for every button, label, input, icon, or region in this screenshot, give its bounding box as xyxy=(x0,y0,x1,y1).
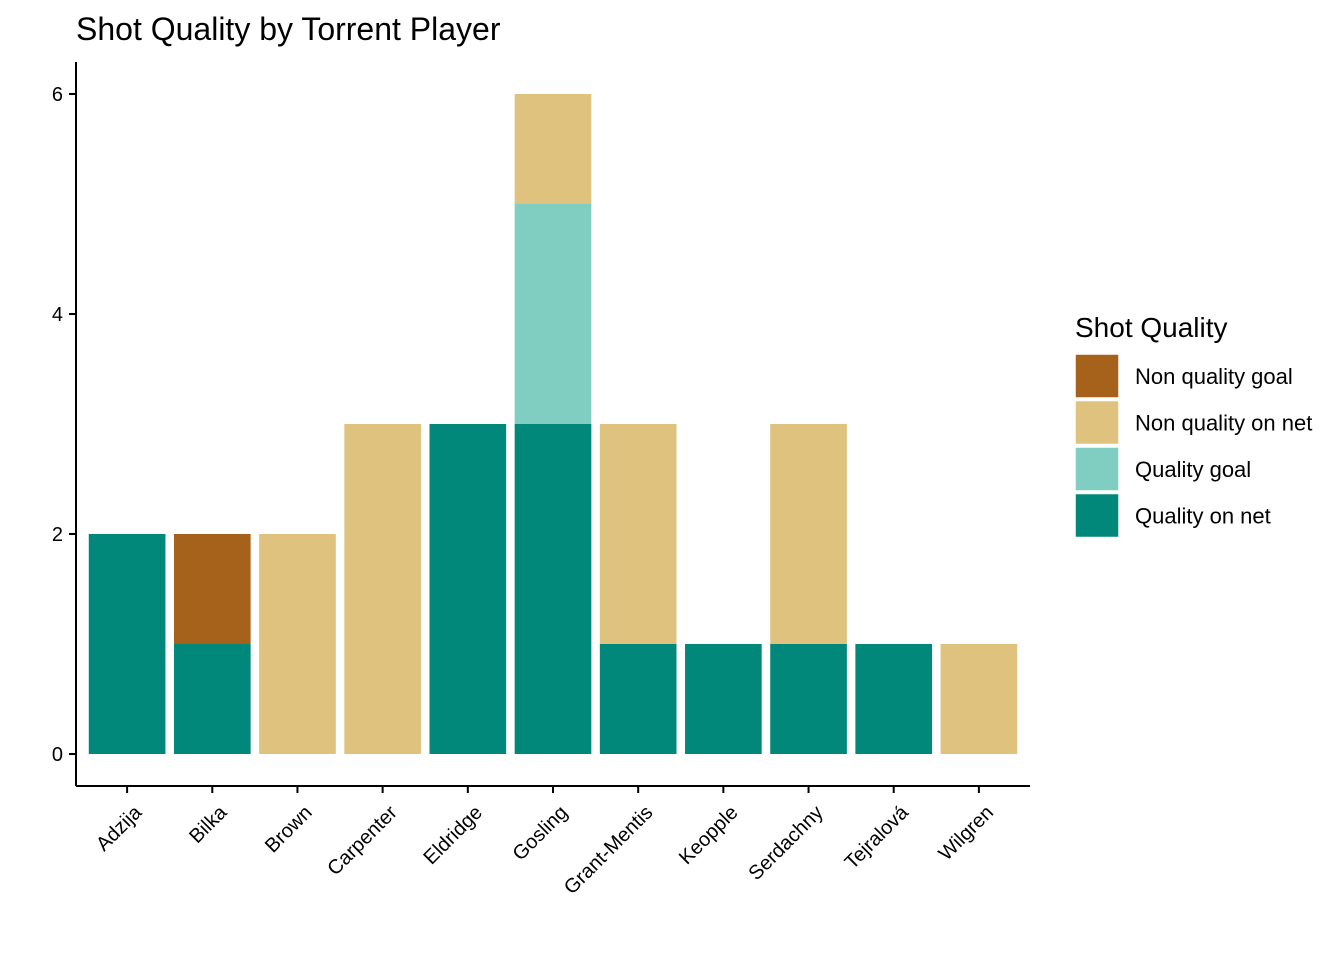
legend-swatch-non-quality-on-net xyxy=(1074,399,1120,446)
y-tick-label-2: 2 xyxy=(52,524,63,546)
bar-carpenter-non-quality-on-net xyxy=(344,424,421,754)
bar-bilka-quality-on-net xyxy=(173,644,251,754)
legend: Shot Quality Non quality goal Non quality… xyxy=(1074,312,1312,539)
bar-gosling-quality-goal xyxy=(514,204,592,424)
y-tick-label-6: 6 xyxy=(52,84,63,106)
bar-keopple-quality-on-net xyxy=(685,644,762,754)
legend-swatch-quality-goal xyxy=(1074,446,1120,492)
legend-swatch-quality-on-net xyxy=(1074,492,1120,539)
bar-tejralova-quality-on-net xyxy=(855,644,933,754)
bar-gosling-non-quality-on-net xyxy=(514,94,592,204)
x-tick-label-gosling: Gosling xyxy=(509,802,573,866)
legend-swatch-non-quality-goal xyxy=(1074,353,1120,399)
legend-label-quality-goal: Quality goal xyxy=(1135,457,1251,482)
legend-title: Shot Quality xyxy=(1075,312,1228,343)
bar-brown-non-quality-on-net xyxy=(259,534,336,754)
legend-label-non-quality-goal: Non quality goal xyxy=(1135,364,1293,389)
bar-grant-mentis-non-quality-on-net xyxy=(599,424,677,644)
bar-gosling-quality-on-net xyxy=(514,424,592,754)
legend-label-non-quality-on-net: Non quality on net xyxy=(1135,411,1312,436)
bars-layer xyxy=(88,94,1018,754)
chart-title: Shot Quality by Torrent Player xyxy=(76,11,501,47)
x-tick-label-eldridge: Eldridge xyxy=(420,802,487,869)
y-tick-label-0: 0 xyxy=(52,744,63,766)
bar-eldridge-quality-on-net xyxy=(429,424,507,754)
x-tick-label-carpenter: Carpenter xyxy=(323,801,402,880)
x-tick-label-bilka: Bilka xyxy=(185,801,232,848)
bar-serdachny-quality-on-net xyxy=(770,644,847,754)
x-tick-label-grant-mentis: Grant-Mentis xyxy=(560,802,657,899)
x-tick-label-brown: Brown xyxy=(261,802,317,858)
bar-serdachny-non-quality-on-net xyxy=(770,424,847,644)
bar-bilka-non-quality-goal xyxy=(173,534,251,644)
x-tick-label-wilgren: Wilgren xyxy=(935,802,998,865)
x-tick-label-tejralova: Tejralová xyxy=(841,801,914,874)
y-tick-label-4: 4 xyxy=(52,304,63,326)
x-tick-label-adzija: Adzija xyxy=(92,801,147,856)
bar-wilgren-non-quality-on-net xyxy=(940,644,1018,754)
legend-label-quality-on-net: Quality on net xyxy=(1135,504,1271,529)
bar-grant-mentis-quality-on-net xyxy=(599,644,677,754)
bar-adzija-quality-on-net xyxy=(88,534,166,754)
x-tick-label-keopple: Keopple xyxy=(675,802,742,869)
x-tick-label-serdachny: Serdachny xyxy=(745,802,828,885)
